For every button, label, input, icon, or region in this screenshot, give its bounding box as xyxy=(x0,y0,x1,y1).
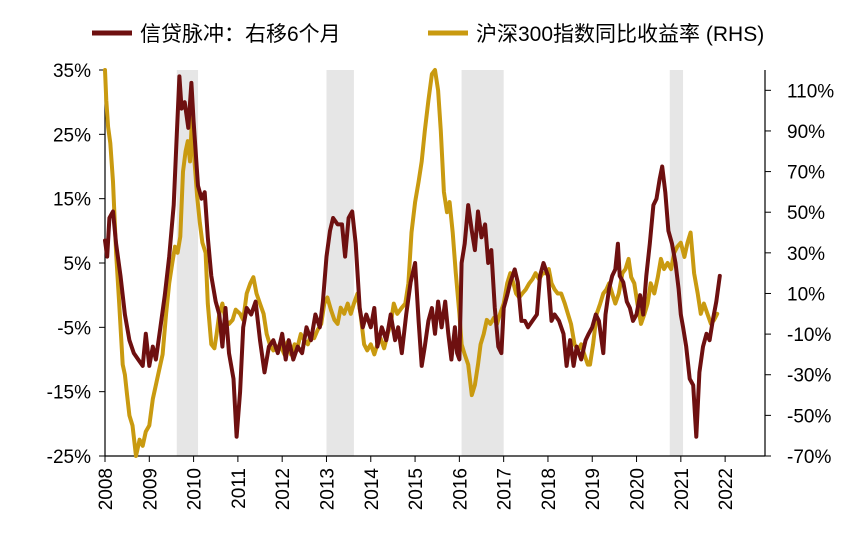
x-tick-label: 2008 xyxy=(96,468,117,510)
x-tick-label: 2009 xyxy=(140,468,161,510)
right-tick-label: 70% xyxy=(787,163,825,184)
right-tick-label: 10% xyxy=(787,284,825,305)
x-tick-label: 2020 xyxy=(628,468,649,510)
series-lines xyxy=(103,68,722,458)
left-tick-label: 25% xyxy=(53,125,91,146)
left-tick-label: -25% xyxy=(47,447,91,468)
series-line-credit-impulse xyxy=(103,74,722,439)
shaded-period-1 xyxy=(326,70,354,456)
x-tick-label: 2010 xyxy=(185,468,206,510)
x-tick-label: 2021 xyxy=(672,468,693,510)
legend: 信贷脉冲：右移6个月 沪深300指数同比收益率 (RHS) xyxy=(92,23,764,46)
x-tick-label: 2019 xyxy=(583,468,604,510)
right-tick-label: -50% xyxy=(787,406,831,427)
right-tick-label: 90% xyxy=(787,122,825,143)
left-tick-label: 35% xyxy=(53,61,91,82)
x-tick-label: 2014 xyxy=(362,468,383,511)
right-tick-label: -70% xyxy=(787,447,831,468)
x-tick-label: 2012 xyxy=(273,468,294,510)
right-tick-label: -30% xyxy=(787,366,831,387)
left-tick-label: -5% xyxy=(57,318,91,339)
x-tick-label: 2022 xyxy=(716,468,737,510)
right-tick-label: 50% xyxy=(787,203,825,224)
shaded-periods xyxy=(176,70,684,456)
right-tick-label: 30% xyxy=(787,244,825,265)
left-tick-label: 5% xyxy=(64,254,92,275)
x-tick-label: 2013 xyxy=(317,468,338,510)
x-tick-label: 2011 xyxy=(229,468,250,509)
right-tick-label: 110% xyxy=(787,81,834,102)
left-tick-label: -15% xyxy=(47,383,91,404)
legend-label-csi300: 沪深300指数同比收益率 (RHS) xyxy=(476,23,764,46)
x-tick-label: 2016 xyxy=(450,468,471,510)
left-tick-label: 15% xyxy=(53,190,91,211)
x-tick-label: 2015 xyxy=(406,468,427,510)
axes: -25% -15% -5% 5% 15% 25% 35% -70% -50% -30% -10% 10… xyxy=(47,61,835,510)
right-tick-label: -10% xyxy=(787,325,831,346)
x-tick-label: 2017 xyxy=(495,468,516,510)
legend-label-credit-impulse: 信贷脉冲：右移6个月 xyxy=(140,23,341,46)
shaded-period-2 xyxy=(461,70,504,456)
x-tick-label: 2018 xyxy=(539,468,560,510)
